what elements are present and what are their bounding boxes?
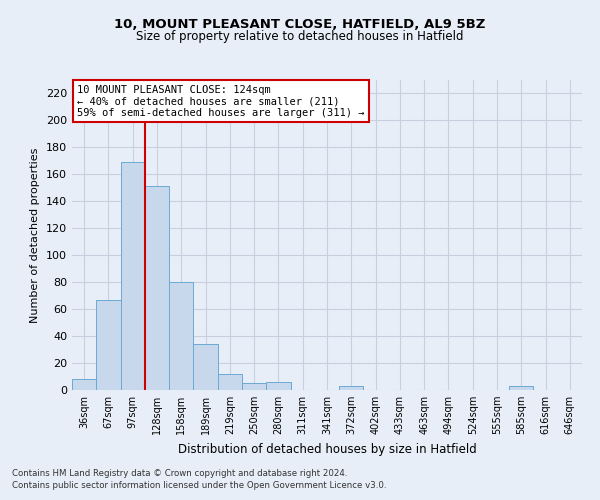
- Bar: [509, 386, 533, 390]
- Bar: [193, 344, 218, 390]
- Bar: [169, 282, 193, 390]
- Bar: [96, 300, 121, 390]
- Bar: [72, 379, 96, 390]
- Bar: [145, 186, 169, 390]
- Bar: [242, 384, 266, 390]
- Text: Contains public sector information licensed under the Open Government Licence v3: Contains public sector information licen…: [12, 481, 386, 490]
- Bar: [266, 382, 290, 390]
- Text: Contains HM Land Registry data © Crown copyright and database right 2024.: Contains HM Land Registry data © Crown c…: [12, 468, 347, 477]
- Text: Size of property relative to detached houses in Hatfield: Size of property relative to detached ho…: [136, 30, 464, 43]
- Bar: [121, 162, 145, 390]
- Bar: [218, 374, 242, 390]
- Text: 10, MOUNT PLEASANT CLOSE, HATFIELD, AL9 5BZ: 10, MOUNT PLEASANT CLOSE, HATFIELD, AL9 …: [115, 18, 485, 30]
- Text: 10 MOUNT PLEASANT CLOSE: 124sqm
← 40% of detached houses are smaller (211)
59% o: 10 MOUNT PLEASANT CLOSE: 124sqm ← 40% of…: [77, 84, 365, 118]
- Bar: [339, 386, 364, 390]
- X-axis label: Distribution of detached houses by size in Hatfield: Distribution of detached houses by size …: [178, 442, 476, 456]
- Y-axis label: Number of detached properties: Number of detached properties: [31, 148, 40, 322]
